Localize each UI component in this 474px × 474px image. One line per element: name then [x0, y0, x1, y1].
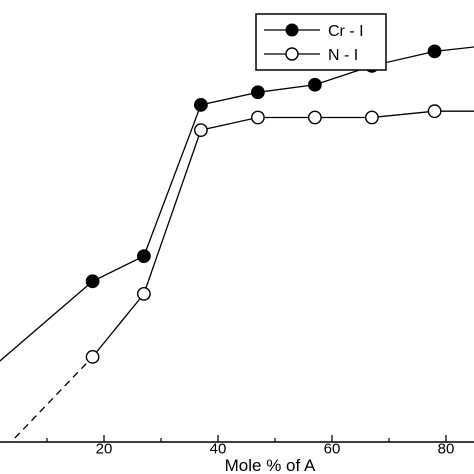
n-i-point: [250, 110, 265, 125]
legend-marker-cr: [285, 23, 299, 37]
x-tick-label: 80: [438, 440, 455, 457]
legend-marker-n: [285, 47, 299, 61]
series-line-segment: [92, 255, 145, 282]
cr-i-point: [250, 85, 265, 100]
series-line-segment: [371, 110, 435, 119]
series-line-segment: [92, 293, 145, 358]
n-i-point: [307, 110, 322, 125]
n-i-point: [193, 123, 208, 138]
cr-i-point: [307, 77, 322, 92]
x-axis-ticks: 20 40 60 80: [46, 435, 455, 457]
x-tick-label: 60: [324, 440, 341, 457]
series-lines: [0, 46, 474, 442]
series-line-segment: [200, 116, 259, 131]
series-line-segment: [143, 104, 202, 257]
cr-i-point: [85, 274, 100, 289]
cr-i-point: [136, 249, 151, 264]
series-line-segment: [257, 84, 315, 93]
legend-label-n: N - I: [328, 47, 358, 64]
n-i-point: [364, 110, 379, 125]
series-line-segment: [0, 280, 94, 362]
x-tick-label: 40: [210, 440, 227, 457]
series-line-segment: [143, 129, 202, 295]
legend-label-cr: Cr - I: [328, 23, 364, 40]
n-i-point: [85, 349, 100, 364]
x-axis-label: Mole % of A: [225, 456, 316, 474]
cr-i-point: [427, 44, 442, 59]
series-line-segment: [200, 91, 259, 106]
legend-box: [255, 13, 387, 71]
n-i-point: [427, 104, 442, 119]
legend: Cr - I N - I: [255, 13, 387, 71]
series-line-segment: [10, 356, 94, 442]
x-tick-label: 20: [96, 440, 113, 457]
n-i-point: [136, 286, 151, 301]
series-line-segment: [434, 46, 474, 52]
cr-i-point: [193, 98, 208, 112]
